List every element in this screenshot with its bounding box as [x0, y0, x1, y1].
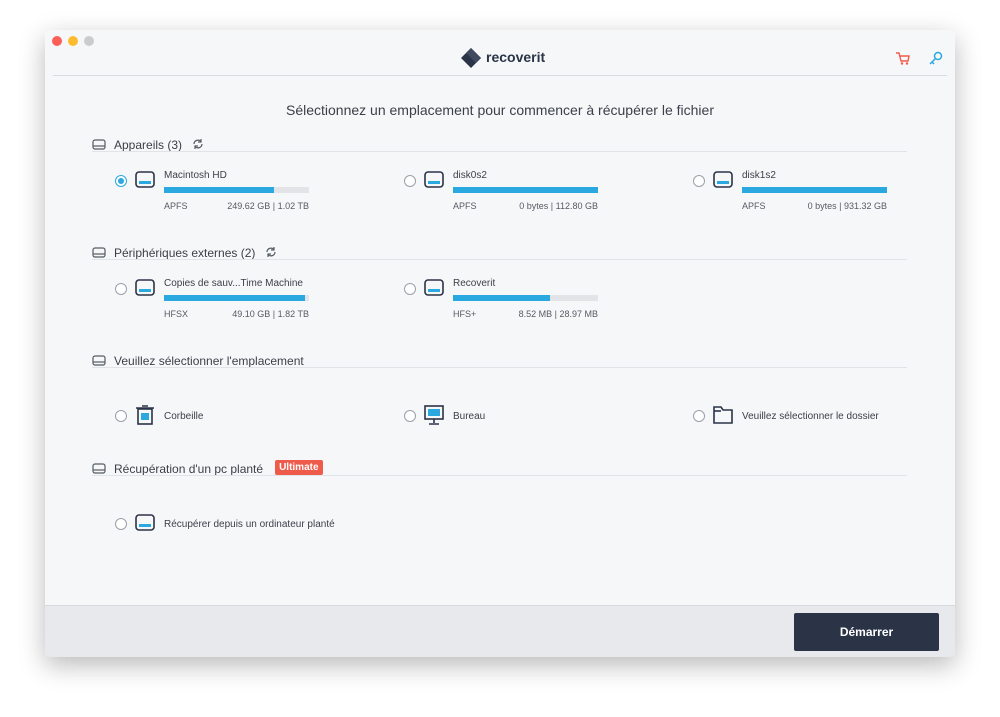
radio-button[interactable]	[693, 175, 705, 187]
file-system: APFS	[453, 201, 477, 211]
section-divider	[92, 367, 907, 368]
usage-track	[453, 295, 598, 301]
item-icon	[713, 406, 733, 424]
zoom-button[interactable]	[84, 36, 94, 46]
item-name[interactable]: Récupérer depuis un ordinateur planté	[164, 519, 335, 530]
usage-track	[742, 187, 887, 193]
app-name: recoverit	[486, 49, 546, 65]
radio-button[interactable]	[404, 283, 416, 295]
section-title: Appareils (3)	[114, 138, 183, 152]
capacity: 49.10 GB | 1.82 TB	[232, 309, 309, 319]
file-system: HFS+	[453, 309, 477, 319]
section-icon	[92, 355, 106, 366]
capacity: 0 bytes | 112.80 GB	[519, 201, 598, 211]
section-icon	[92, 139, 106, 150]
separator	[53, 75, 947, 76]
usage-bar	[453, 187, 598, 193]
radio-button[interactable]	[115, 283, 127, 295]
heading: Sélectionnez un emplacement pour commenc…	[286, 102, 714, 118]
item-name[interactable]: Recoverit	[453, 278, 496, 289]
capacity: 249.62 GB | 1.02 TB	[227, 201, 309, 211]
item-name[interactable]: Veuillez sélectionner le dossier	[742, 411, 879, 422]
file-system: APFS	[164, 201, 188, 211]
app-window: recoverit Sélectionnez un emplacement po…	[45, 30, 955, 657]
item-name[interactable]: Copies de sauv...Time Machine	[164, 278, 303, 289]
usage-bar	[742, 187, 887, 193]
close-button[interactable]	[52, 36, 62, 46]
section-divider	[92, 151, 907, 152]
item-icon	[135, 171, 155, 188]
radio-button[interactable]	[404, 175, 416, 187]
capacity: 0 bytes | 931.32 GB	[807, 201, 887, 211]
usage-bar	[164, 187, 275, 193]
item-icon	[135, 279, 155, 296]
radio-button[interactable]	[693, 410, 705, 422]
app-logo	[461, 48, 481, 68]
item-name[interactable]: Corbeille	[164, 411, 204, 422]
start-button[interactable]: Démarrer	[794, 613, 939, 651]
item-icon	[713, 171, 733, 188]
cart-icon[interactable]	[895, 50, 911, 66]
item-icon	[136, 405, 154, 425]
capacity: 8.52 MB | 28.97 MB	[518, 309, 598, 319]
radio-button[interactable]	[404, 410, 416, 422]
item-name[interactable]: Bureau	[453, 411, 486, 422]
minimize-button[interactable]	[68, 36, 78, 46]
footer: Démarrer	[45, 605, 955, 657]
key-icon[interactable]	[928, 50, 944, 66]
item-icon	[424, 279, 444, 296]
usage-bar	[453, 295, 551, 301]
radio-button[interactable]	[115, 175, 127, 187]
section-icon	[92, 247, 106, 258]
item-icon	[135, 514, 155, 531]
section-icon	[92, 463, 106, 474]
refresh-icon	[266, 247, 277, 257]
item-name[interactable]: disk0s2	[453, 170, 487, 181]
section-title: Périphériques externes (2)	[114, 246, 256, 260]
radio-button[interactable]	[115, 410, 127, 422]
radio-button[interactable]	[115, 518, 127, 530]
edition-badge: Ultimate	[275, 460, 323, 475]
file-system: HFSX	[164, 309, 189, 319]
refresh-icon	[193, 139, 203, 149]
item-name[interactable]: disk1s2	[742, 170, 776, 181]
item-name[interactable]: Macintosh HD	[164, 170, 227, 181]
usage-track	[164, 295, 309, 301]
section-divider	[92, 475, 907, 476]
file-system: APFS	[742, 201, 766, 211]
usage-track	[164, 187, 309, 193]
usage-track	[453, 187, 598, 193]
item-icon	[424, 171, 444, 188]
item-icon	[424, 405, 444, 425]
section-divider	[92, 259, 907, 260]
section-title: Récupération d'un pc planté	[114, 462, 264, 476]
usage-bar	[164, 295, 305, 301]
section-title: Veuillez sélectionner l'emplacement	[114, 354, 304, 368]
